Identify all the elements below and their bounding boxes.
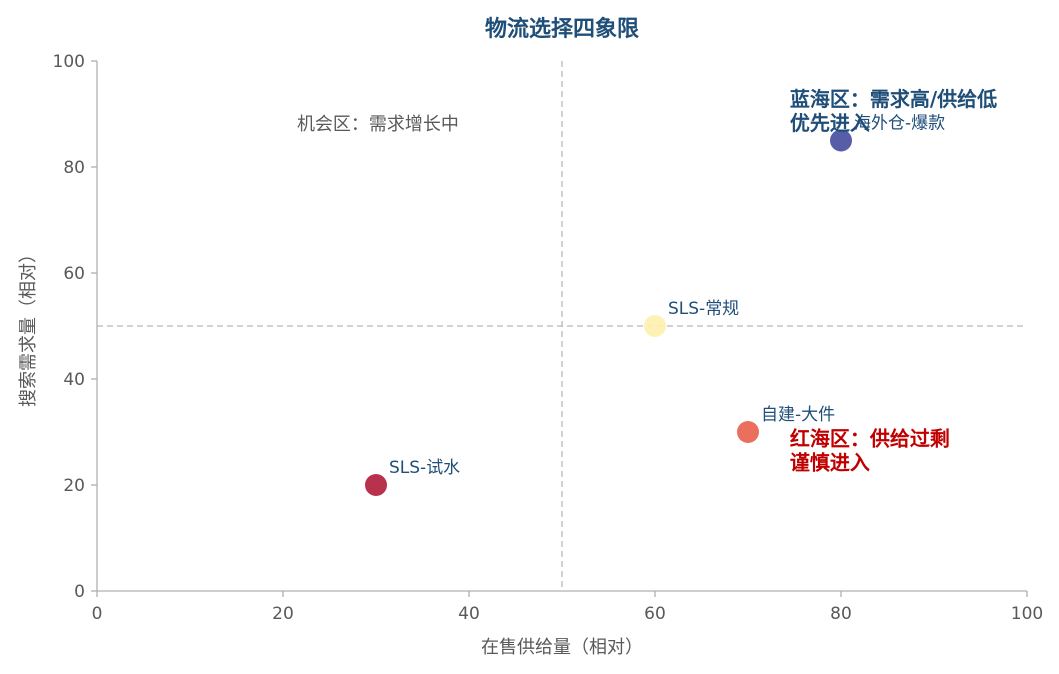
data-point bbox=[737, 421, 759, 443]
x-tick-label: 0 bbox=[92, 604, 103, 624]
data-point-label: SLS-常规 bbox=[668, 299, 739, 319]
opportunity-annotation-line: 机会区：需求增长中 bbox=[297, 114, 459, 135]
y-tick-label: 20 bbox=[63, 476, 85, 496]
y-tick-label: 60 bbox=[63, 264, 85, 284]
y-axis-label: 搜索需求量（相对） bbox=[18, 245, 39, 407]
data-point-label: 自建-大件 bbox=[761, 405, 835, 425]
data-point bbox=[830, 129, 852, 152]
axes bbox=[96, 61, 1027, 592]
x-axis-label: 在售供给量（相对） bbox=[481, 637, 643, 658]
y-tick-label: 100 bbox=[53, 52, 85, 72]
red-ocean-annotation-line: 红海区：供给过剩 bbox=[790, 426, 950, 450]
x-tick-label: 20 bbox=[272, 604, 294, 624]
x-tick-label: 100 bbox=[1011, 604, 1043, 624]
x-tick-label: 80 bbox=[830, 604, 852, 624]
chart-title: 物流选择四象限 bbox=[485, 16, 639, 42]
data-point bbox=[365, 474, 387, 496]
red-ocean-annotation-line: 谨慎进入 bbox=[790, 450, 870, 474]
data-point-label: SLS-试水 bbox=[389, 458, 460, 478]
y-tick-label: 80 bbox=[63, 158, 85, 178]
y-tick-label: 0 bbox=[74, 582, 85, 602]
x-tick-label: 60 bbox=[644, 604, 666, 624]
x-tick-label: 40 bbox=[458, 604, 480, 624]
blue-ocean-annotation-line: 蓝海区：需求高/供给低 bbox=[790, 87, 997, 111]
data-point-label: 海外仓-爆款 bbox=[854, 114, 945, 134]
reference-lines bbox=[97, 61, 1027, 591]
blue-ocean-annotation-line: 优先进入 bbox=[790, 111, 870, 135]
axis-ticks: 0 20 40 60 80 100 0 20 40 60 80 100 bbox=[53, 52, 1044, 624]
y-tick-label: 40 bbox=[63, 370, 85, 390]
data-point bbox=[644, 315, 666, 337]
